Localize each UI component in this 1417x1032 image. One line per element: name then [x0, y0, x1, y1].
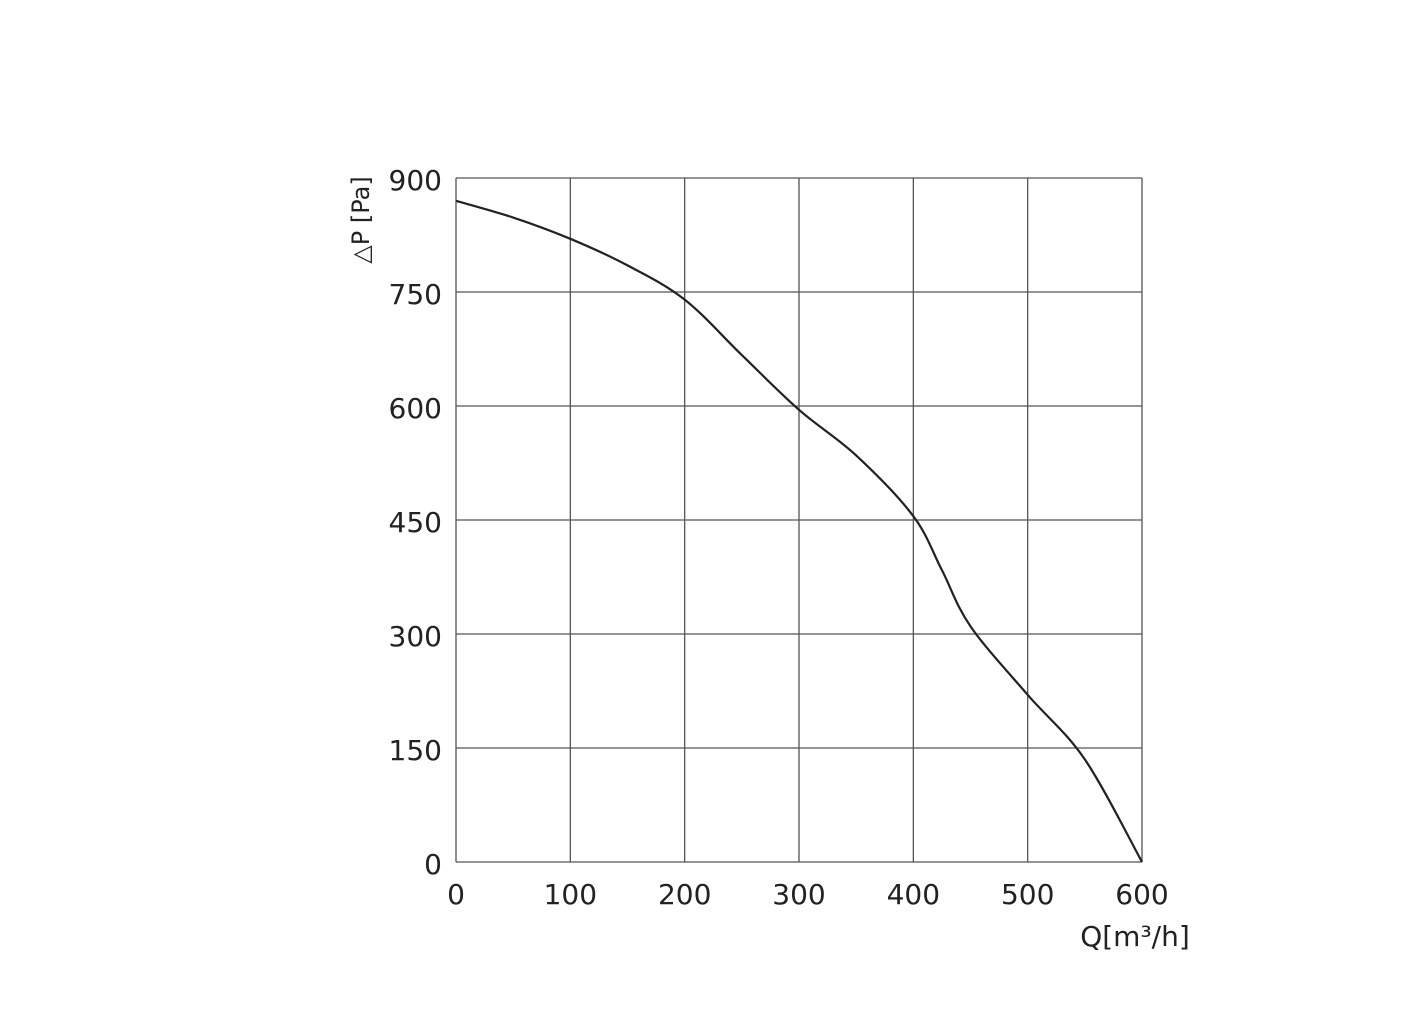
y-tick-label: 900	[389, 164, 442, 197]
x-tick-label: 200	[658, 878, 711, 911]
y-axis-label: △P [Pa]	[347, 176, 375, 263]
y-tick-label: 600	[389, 392, 442, 425]
y-tick-label: 0	[424, 848, 442, 881]
x-tick-label: 100	[544, 878, 597, 911]
y-tick-label: 450	[389, 506, 442, 539]
x-tick-label: 600	[1115, 878, 1168, 911]
y-tick-label: 150	[389, 734, 442, 767]
y-tick-label: 750	[389, 278, 442, 311]
x-tick-label: 400	[887, 878, 940, 911]
curve	[455, 199, 1143, 863]
x-tick-label: 0	[447, 878, 465, 911]
x-tick-label: 500	[1001, 878, 1054, 911]
x-tick-label: 300	[772, 878, 825, 911]
x-axis-label: Q[m³/h]	[1080, 920, 1190, 953]
y-tick-label: 300	[389, 620, 442, 653]
